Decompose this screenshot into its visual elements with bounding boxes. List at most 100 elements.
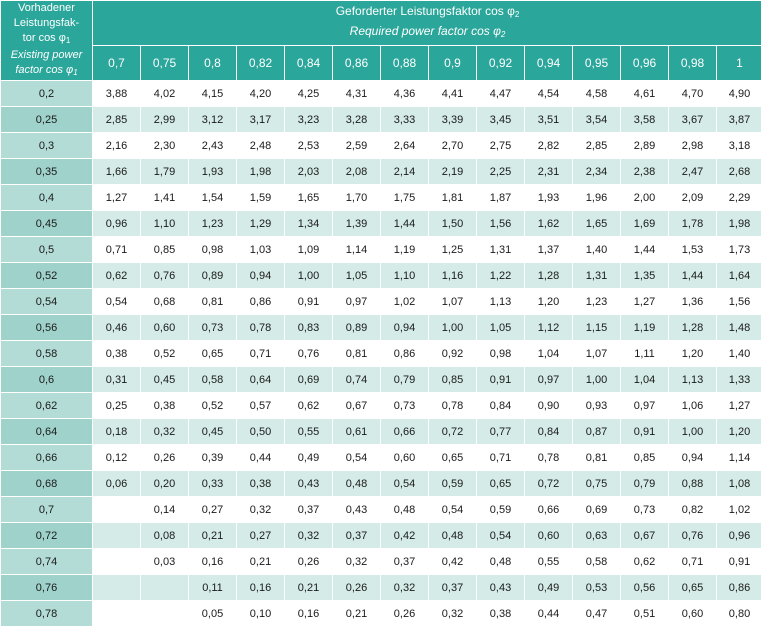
table-cell: 0,71 [477, 445, 525, 471]
table-cell: 0,32 [285, 523, 333, 549]
table-cell: 0,94 [669, 445, 717, 471]
table-cell: 0,86 [717, 575, 761, 601]
table-cell: 0,76 [285, 341, 333, 367]
table-cell: 0,43 [333, 497, 381, 523]
table-cell: 0,91 [477, 367, 525, 393]
table-cell: 0,54 [93, 289, 141, 315]
table-cell: 0,20 [141, 471, 189, 497]
table-cell: 0,55 [525, 549, 573, 575]
table-cell: 0,67 [333, 393, 381, 419]
table-cell: 0,62 [621, 549, 669, 575]
table-cell: 4,36 [381, 81, 429, 107]
table-cell: 0,76 [669, 523, 717, 549]
table-cell: 1,64 [717, 263, 761, 289]
table-cell: 0,78 [237, 315, 285, 341]
table-cell [93, 575, 141, 601]
table-cell: 1,10 [381, 263, 429, 289]
table-cell: 0,32 [237, 497, 285, 523]
table-cell: 0,21 [189, 523, 237, 549]
table-cell: 0,32 [429, 601, 477, 627]
table-header: Vorhadener Leistungsfak- tor cos φ1 Exis… [1, 1, 761, 81]
table-cell: 0,58 [573, 549, 621, 575]
table-cell: 0,54 [381, 471, 429, 497]
table-cell: 1,66 [93, 159, 141, 185]
table-cell: 0,98 [477, 341, 525, 367]
row-header: 0,62 [1, 393, 93, 419]
column-header: 0,95 [573, 46, 621, 81]
table-cell: 1,81 [429, 185, 477, 211]
table-cell: 0,65 [189, 341, 237, 367]
table-cell: 0,08 [141, 523, 189, 549]
table-cell: 3,18 [717, 133, 761, 159]
table-cell: 0,73 [621, 497, 669, 523]
table-cell: 3,51 [525, 107, 573, 133]
column-header: 0,86 [333, 46, 381, 81]
table-cell: 0,86 [237, 289, 285, 315]
required-factor-title: Geforderter Leistungsfaktor cos φ2 Requi… [93, 1, 761, 46]
table-cell: 1,87 [477, 185, 525, 211]
title-en: Required power factor cos φ [350, 24, 501, 38]
table-cell [93, 549, 141, 575]
row-header: 0,35 [1, 159, 93, 185]
table-cell: 0,03 [141, 549, 189, 575]
table-cell: 0,72 [429, 419, 477, 445]
table-cell: 0,84 [525, 419, 573, 445]
table-cell: 1,93 [189, 159, 237, 185]
table-cell: 3,58 [621, 107, 669, 133]
table-cell: 0,90 [525, 393, 573, 419]
table-cell: 4,70 [669, 81, 717, 107]
table-cell: 0,46 [93, 315, 141, 341]
table-cell: 2,16 [93, 133, 141, 159]
table-cell: 0,96 [717, 523, 761, 549]
table-cell: 2,99 [141, 107, 189, 133]
table-cell: 2,19 [429, 159, 477, 185]
table-cell: 1,13 [477, 289, 525, 315]
row-header: 0,54 [1, 289, 93, 315]
table-cell: 1,00 [429, 315, 477, 341]
table-cell: 0,85 [141, 237, 189, 263]
table-cell: 0,44 [237, 445, 285, 471]
table-cell: 1,13 [669, 367, 717, 393]
corner-en-line-1: Existing power [11, 49, 83, 61]
table-cell: 2,03 [285, 159, 333, 185]
table-cell: 0,50 [237, 419, 285, 445]
table-cell: 1,41 [141, 185, 189, 211]
table-cell: 0,38 [237, 471, 285, 497]
table-cell: 0,60 [525, 523, 573, 549]
table-cell: 0,69 [285, 367, 333, 393]
table-cell: 0,62 [285, 393, 333, 419]
table-cell: 2,29 [717, 185, 761, 211]
table-cell: 0,37 [381, 549, 429, 575]
table-cell: 1,11 [621, 341, 669, 367]
table-cell: 0,37 [429, 575, 477, 601]
table-cell: 1,44 [381, 211, 429, 237]
table-cell: 0,66 [525, 497, 573, 523]
column-header: 0,9 [429, 46, 477, 81]
table-cell: 1,34 [285, 211, 333, 237]
table-cell: 1,59 [237, 185, 285, 211]
column-header: 0,96 [621, 46, 669, 81]
table-cell: 2,25 [477, 159, 525, 185]
table-cell: 1,31 [573, 263, 621, 289]
column-header: 0,8 [189, 46, 237, 81]
column-header: 0,94 [525, 46, 573, 81]
column-header: 0,75 [141, 46, 189, 81]
table-cell: 1,14 [717, 445, 761, 471]
table-cell: 0,48 [429, 523, 477, 549]
table-cell: 1,05 [333, 263, 381, 289]
table-cell: 1,78 [669, 211, 717, 237]
table-cell: 0,45 [141, 367, 189, 393]
table-cell: 4,02 [141, 81, 189, 107]
table-cell: 0,05 [189, 601, 237, 627]
table-cell: 0,21 [333, 601, 381, 627]
table-cell: 0,96 [93, 211, 141, 237]
table-cell [93, 497, 141, 523]
table-cell: 0,26 [381, 601, 429, 627]
table-cell: 4,20 [237, 81, 285, 107]
corner-de-line-3: tor cos φ [23, 32, 66, 44]
